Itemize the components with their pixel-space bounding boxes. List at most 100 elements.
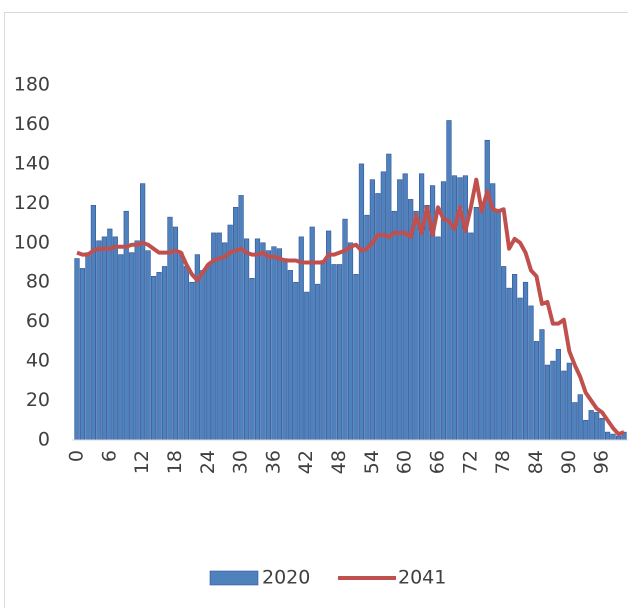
- bar: [615, 435, 622, 441]
- legend-swatch: [209, 570, 259, 586]
- bar: [490, 183, 496, 441]
- y-tick-label: 180: [14, 74, 50, 96]
- x-tick-label: 36: [262, 450, 284, 474]
- bar: [599, 418, 605, 441]
- x-tick-label: 54: [361, 450, 383, 474]
- x-tick-label: 72: [459, 450, 481, 474]
- y-tick-label: 100: [14, 231, 50, 253]
- bar: [320, 260, 326, 441]
- bar: [309, 226, 315, 441]
- bar: [336, 264, 343, 441]
- bar: [304, 291, 310, 441]
- bar: [446, 120, 452, 441]
- y-tick-label: 60: [26, 310, 50, 332]
- bar: [511, 274, 518, 441]
- bar: [561, 370, 567, 441]
- bar: [112, 236, 118, 441]
- bar: [249, 277, 255, 441]
- bar: [517, 297, 523, 441]
- bar: [254, 238, 261, 441]
- x-tick-label: 84: [525, 450, 547, 474]
- bar: [473, 206, 479, 441]
- bar: [397, 179, 403, 441]
- bar: [150, 276, 157, 441]
- bar: [435, 236, 441, 441]
- bar: [243, 238, 250, 441]
- bar: [276, 248, 282, 441]
- bar: [583, 419, 589, 441]
- bar: [588, 410, 594, 441]
- bar: [233, 206, 239, 441]
- x-tick-label: 6: [98, 450, 120, 462]
- bar: [506, 287, 512, 441]
- bar: [386, 153, 392, 441]
- bar: [200, 270, 206, 441]
- bar: [572, 402, 578, 441]
- bar: [610, 433, 616, 441]
- y-tick-label: 0: [38, 429, 50, 451]
- bar: [577, 394, 583, 441]
- x-tick-label: 60: [394, 450, 416, 474]
- bar: [544, 364, 551, 441]
- bar: [183, 266, 190, 441]
- bar: [216, 232, 222, 441]
- bar: [189, 281, 195, 441]
- bar: [402, 173, 408, 441]
- line: [76, 177, 625, 437]
- x-tick-label: 18: [164, 450, 186, 474]
- bar: [194, 254, 200, 441]
- x-tick-label: 12: [131, 450, 153, 474]
- bar: [282, 258, 288, 441]
- bar: [484, 139, 490, 441]
- bar: [419, 173, 425, 441]
- x-tick-label: 66: [427, 450, 449, 474]
- legend-label: 2020: [262, 567, 310, 589]
- bar: [140, 183, 146, 441]
- bar: [528, 305, 534, 441]
- y-tick-label: 20: [26, 389, 50, 411]
- x-tick-label: 90: [558, 450, 580, 474]
- y-tick-label: 160: [14, 113, 50, 135]
- legend-label: 2041: [398, 567, 446, 589]
- bar: [566, 362, 572, 441]
- bar: [145, 250, 151, 441]
- bar: [468, 232, 474, 441]
- bar: [238, 195, 244, 441]
- bar: [522, 281, 529, 441]
- bar: [424, 205, 430, 441]
- bar: [479, 203, 485, 441]
- bar: [118, 254, 124, 441]
- bar: [375, 193, 381, 441]
- bar: [550, 360, 556, 441]
- x-tick-label: 0: [66, 450, 88, 462]
- bar: [353, 274, 359, 441]
- bar: [358, 163, 365, 441]
- bar: [178, 252, 184, 441]
- bar: [74, 258, 80, 441]
- bar: [134, 240, 140, 441]
- bar: [96, 240, 102, 441]
- bar: [156, 272, 162, 441]
- bar: [533, 341, 540, 441]
- bar: [107, 228, 113, 441]
- bar: [85, 252, 91, 441]
- bar: [260, 242, 266, 441]
- x-tick-label: 78: [492, 450, 514, 474]
- bar: [90, 205, 97, 441]
- bar: [495, 208, 501, 441]
- bar: [391, 210, 397, 441]
- bar: [539, 329, 545, 441]
- bar: [326, 230, 332, 441]
- bar: [172, 226, 179, 441]
- bar: [604, 431, 611, 441]
- bar: [287, 270, 293, 441]
- bar: [222, 242, 228, 441]
- bar: [205, 264, 211, 441]
- y-tick-label: 140: [14, 152, 50, 174]
- bar: [347, 242, 354, 441]
- bar: [380, 171, 386, 441]
- x-tick-label: 96: [591, 450, 613, 474]
- bar: [555, 348, 561, 441]
- bar: [501, 266, 507, 441]
